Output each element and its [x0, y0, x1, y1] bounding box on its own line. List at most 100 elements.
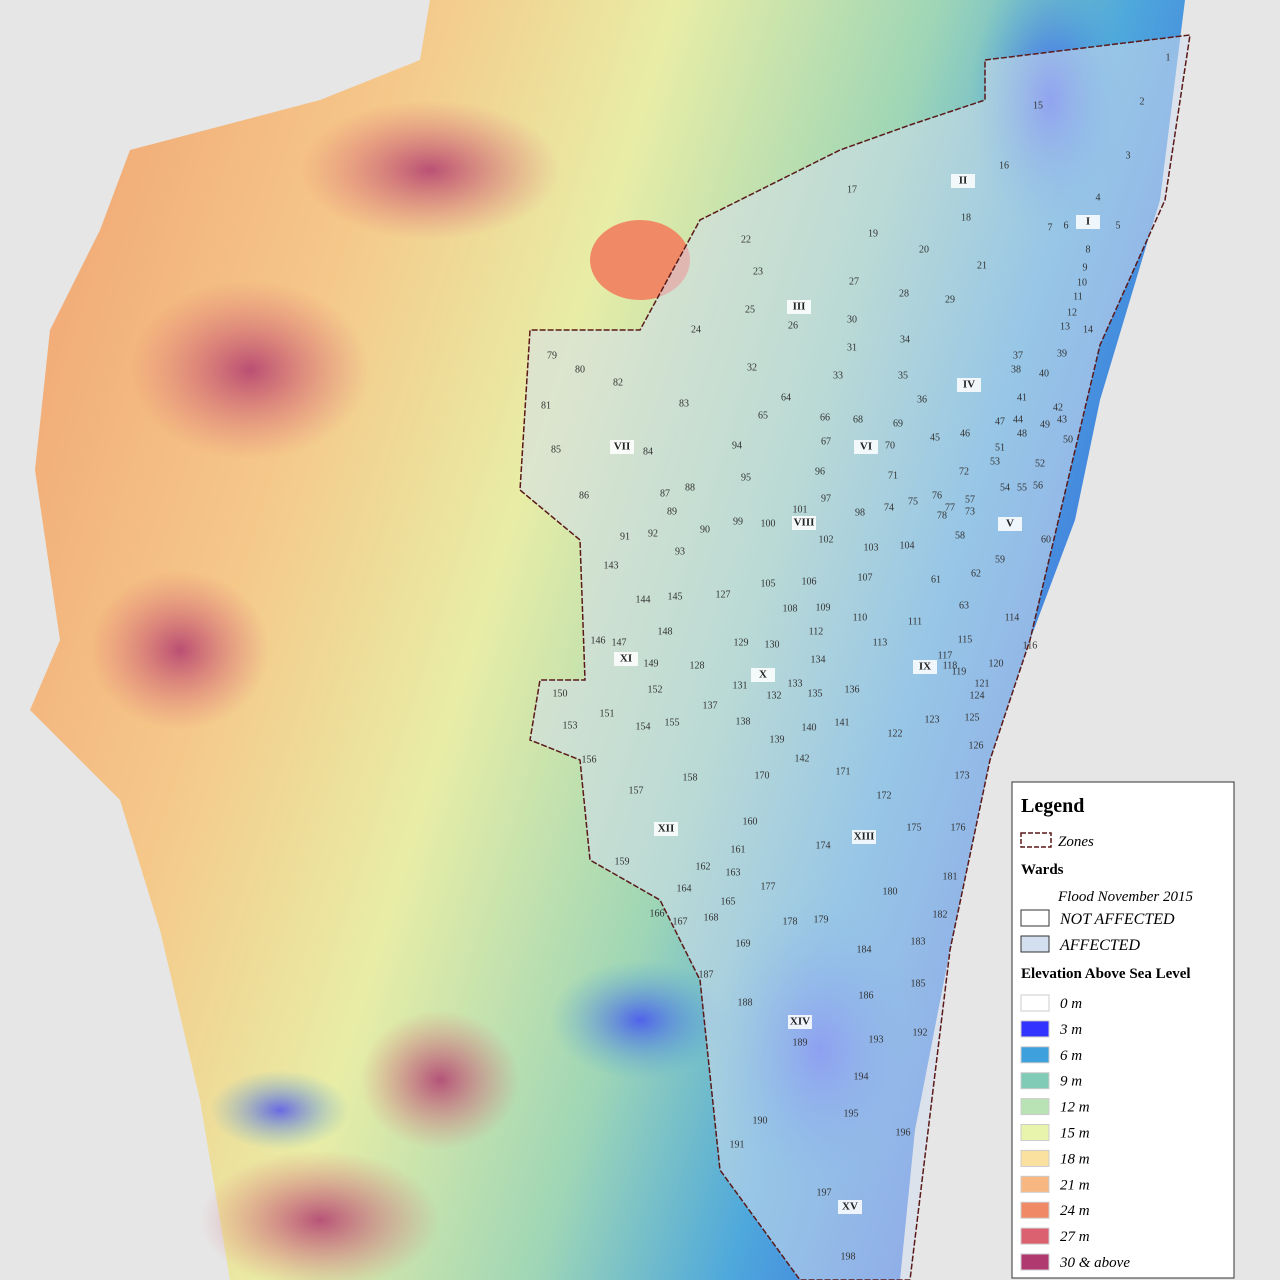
- flood-swatch: [1020, 909, 1050, 927]
- ward-label: 15: [1033, 100, 1043, 111]
- ward-label: 99: [733, 516, 743, 527]
- ward-label: 60: [1041, 534, 1051, 545]
- ward-label: 173: [955, 770, 970, 781]
- ward-label: 74: [884, 502, 894, 513]
- ward-label: 144: [636, 594, 651, 605]
- ward-label: 38: [1011, 364, 1021, 375]
- ward-label: 44: [1013, 414, 1023, 425]
- ward-label: 106: [802, 576, 817, 587]
- ward-label: 72: [959, 466, 969, 477]
- ward-label: 36: [917, 394, 927, 405]
- zone-label-bg: [614, 652, 638, 666]
- ward-label: 115: [958, 634, 973, 645]
- flood-swatch: [1020, 935, 1050, 953]
- zone-label-bg: [913, 660, 937, 674]
- ward-label: 119: [952, 666, 967, 677]
- elevation-heading: Elevation Above Sea Level: [1021, 966, 1191, 982]
- ward-label: 137: [703, 700, 718, 711]
- ward-label: 37: [1013, 350, 1023, 361]
- ward-label: 176: [951, 822, 966, 833]
- ward-label: 97: [821, 493, 831, 504]
- ward-label: 163: [726, 867, 741, 878]
- ward-label: 69: [893, 418, 903, 429]
- zones-label: Zones: [1058, 834, 1094, 850]
- ward-label: 7: [1048, 222, 1053, 233]
- ward-label: 138: [736, 716, 751, 727]
- ward-label: 165: [721, 896, 736, 907]
- ward-label: 17: [847, 184, 857, 195]
- ward-label: 158: [683, 772, 698, 783]
- ward-label: 92: [648, 528, 658, 539]
- ward-label: 160: [743, 816, 758, 827]
- ward-label: 2: [1140, 96, 1145, 107]
- flood-label: AFFECTED: [1059, 937, 1140, 954]
- ward-label: 109: [816, 602, 831, 613]
- ward-label: 110: [853, 612, 868, 623]
- ward-label: 88: [685, 482, 695, 493]
- ward-label: 47: [995, 416, 1005, 427]
- ward-label: 151: [600, 708, 615, 719]
- elevation-swatch: [1020, 994, 1050, 1012]
- elevation-label: 3 m: [1059, 1022, 1082, 1038]
- ward-label: 101: [793, 504, 808, 515]
- zone-label: IV: [963, 379, 975, 391]
- ward-label: 130: [765, 639, 780, 650]
- ward-label: 59: [995, 554, 1005, 565]
- zone-label-bg: [957, 378, 981, 392]
- ward-label: 118: [943, 660, 958, 671]
- elevation-label: 15 m: [1060, 1126, 1090, 1142]
- ward-label: 186: [859, 990, 874, 1001]
- ward-label: 8: [1086, 244, 1091, 255]
- ward-label: 184: [857, 944, 872, 955]
- ward-label: 147: [612, 637, 627, 648]
- ward-label: 162: [696, 861, 711, 872]
- ward-label: 152: [648, 684, 663, 695]
- affected-area: [519, 34, 1191, 1281]
- ward-label: 196: [896, 1127, 911, 1138]
- ward-label: 191: [730, 1139, 745, 1150]
- ward-label: 49: [1040, 419, 1050, 430]
- ward-label: 96: [815, 466, 825, 477]
- ward-label: 195: [844, 1108, 859, 1119]
- ward-label: 61: [931, 574, 941, 585]
- ward-label: 18: [961, 212, 971, 223]
- ward-label: 28: [899, 288, 909, 299]
- ward-label: 3: [1126, 150, 1131, 161]
- ward-label: 98: [855, 507, 865, 518]
- ward-label: 182: [933, 909, 948, 920]
- zone-label: XIII: [854, 831, 875, 843]
- ward-label: 21: [977, 260, 987, 271]
- ward-label: 4: [1096, 192, 1101, 203]
- zone-label-bg: [751, 668, 775, 682]
- ward-label: 87: [660, 488, 670, 499]
- flood-label: NOT AFFECTED: [1059, 911, 1175, 928]
- ward-label: 10: [1077, 277, 1087, 288]
- ward-label: 103: [864, 542, 879, 553]
- ward-label: 81: [541, 400, 551, 411]
- ward-label: 193: [869, 1034, 884, 1045]
- ward-label: 148: [658, 626, 673, 637]
- ward-label: 48: [1017, 428, 1027, 439]
- ward-label: 192: [913, 1027, 928, 1038]
- ward-label: 31: [847, 342, 857, 353]
- zone-label: XI: [620, 653, 632, 665]
- ward-label: 198: [841, 1251, 856, 1262]
- ward-label: 149: [644, 658, 659, 669]
- ward-label: 183: [911, 936, 926, 947]
- legend: Legend Zones Wards Flood November 2015 N…: [1011, 781, 1235, 1279]
- ward-label: 78: [937, 510, 947, 521]
- elevation-swatch: [1020, 1098, 1050, 1116]
- ward-label: 50: [1063, 434, 1073, 445]
- ward-label: 141: [835, 717, 850, 728]
- ward-label: 77: [945, 502, 955, 513]
- ward-label: 70: [885, 440, 895, 451]
- ward-label: 142: [795, 753, 810, 764]
- ward-label: 131: [733, 680, 748, 691]
- ward-label: 68: [853, 414, 863, 425]
- zone-label-bg: [788, 1015, 812, 1029]
- ward-label: 169: [736, 938, 751, 949]
- ward-label: 178: [783, 916, 798, 927]
- zone-label: XIV: [790, 1016, 810, 1028]
- ward-label: 46: [960, 428, 970, 439]
- zone-label: III: [793, 301, 806, 313]
